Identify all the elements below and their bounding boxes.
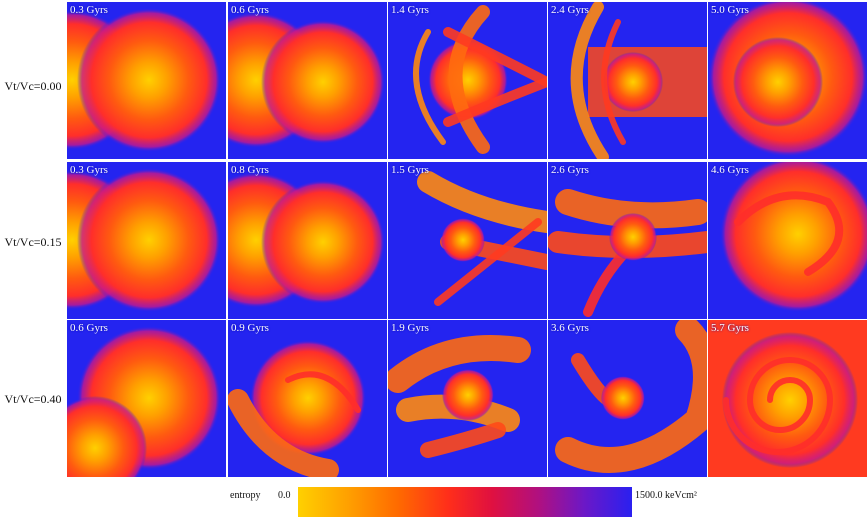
panel-time-label: 0.3 Gyrs (70, 4, 108, 16)
panel-time-label: 4.6 Gyrs (711, 164, 749, 176)
simulation-panel: 5.0 Gyrs (708, 2, 867, 159)
entropy-map (708, 320, 867, 477)
panel-time-label: 3.6 Gyrs (551, 322, 589, 334)
entropy-map (548, 320, 707, 477)
row-label: Vt/Vc=0.40 (4, 392, 62, 406)
simulation-panel: 2.4 Gyrs (548, 2, 707, 159)
panel-time-label: 0.8 Gyrs (231, 164, 269, 176)
row-label: Vt/Vc=0.00 (4, 79, 62, 93)
entropy-map (548, 2, 707, 159)
panel-time-label: 2.6 Gyrs (551, 164, 589, 176)
panel-time-label: 0.6 Gyrs (231, 4, 269, 16)
entropy-map (388, 320, 547, 477)
simulation-panel: 1.5 Gyrs (388, 162, 547, 319)
simulation-panel: 0.6 Gyrs (228, 2, 387, 159)
row-label: Vt/Vc=0.15 (4, 235, 62, 249)
panel-time-label: 0.9 Gyrs (231, 322, 269, 334)
panel-time-label: 5.7 Gyrs (711, 322, 749, 334)
entropy-map (67, 2, 226, 159)
panel-time-label: 0.3 Gyrs (70, 164, 108, 176)
simulation-panel: 3.6 Gyrs (548, 320, 707, 477)
simulation-panel: 0.8 Gyrs (228, 162, 387, 319)
simulation-panel: 1.9 Gyrs (388, 320, 547, 477)
entropy-map (228, 2, 387, 159)
simulation-panel: 2.6 Gyrs (548, 162, 707, 319)
simulation-panel: 4.6 Gyrs (708, 162, 867, 319)
panel-time-label: 1.4 Gyrs (391, 4, 429, 16)
entropy-map (708, 162, 867, 319)
entropy-map (228, 162, 387, 319)
panel-time-label: 1.9 Gyrs (391, 322, 429, 334)
panel-time-label: 2.4 Gyrs (551, 4, 589, 16)
simulation-panel: 0.9 Gyrs (228, 320, 387, 477)
entropy-map (388, 2, 547, 159)
colorbar-min-label: 0.0 (278, 490, 291, 501)
entropy-map (228, 320, 387, 477)
simulation-panel: 0.3 Gyrs (67, 2, 226, 159)
simulation-panel: 0.6 Gyrs (67, 320, 226, 477)
panel-time-label: 0.6 Gyrs (70, 322, 108, 334)
entropy-map (67, 320, 226, 477)
entropy-map (708, 2, 867, 159)
simulation-panel: 5.7 Gyrs (708, 320, 867, 477)
simulation-panel: 0.3 Gyrs (67, 162, 226, 319)
colorbar-max-label: 1500.0 keVcm² (635, 490, 697, 501)
entropy-map (67, 162, 226, 319)
entropy-map (388, 162, 547, 319)
entropy-map (548, 162, 707, 319)
panel-time-label: 5.0 Gyrs (711, 4, 749, 16)
simulation-panel: 1.4 Gyrs (388, 2, 547, 159)
entropy-colorbar (298, 487, 632, 517)
panel-time-label: 1.5 Gyrs (391, 164, 429, 176)
colorbar-label: entropy (230, 490, 261, 501)
